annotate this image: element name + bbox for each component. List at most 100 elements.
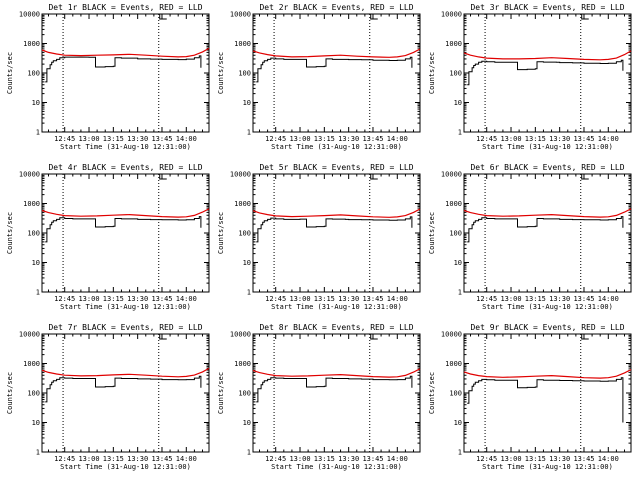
saa-flag-marker <box>159 334 167 340</box>
events-series-line <box>45 375 202 403</box>
y-tick-label: 1000 <box>234 360 251 368</box>
y-tick-label: 10000 <box>441 171 462 179</box>
x-tick-label: 12:45 <box>54 135 75 143</box>
x-axis-label: Start Time (31-Aug-10 12:31:00) <box>60 463 191 471</box>
y-tick-label: 10000 <box>19 171 40 179</box>
y-axis-label: Counts/sec <box>6 372 14 414</box>
events-series-line <box>45 55 202 83</box>
plot-frame <box>463 173 632 293</box>
lld-series-line <box>463 208 632 218</box>
y-axis-label: Counts/sec <box>6 52 14 94</box>
x-tick-label: 14:00 <box>387 135 408 143</box>
y-tick-label: 1000 <box>23 40 40 48</box>
y-tick-label: 10 <box>243 419 251 427</box>
saa-flag-marker <box>581 14 589 20</box>
chart-panel-2: Det 2r BLACK = Events, RED = LLD 1 10 100 10… <box>217 3 421 151</box>
y-tick-label: 10 <box>454 419 462 427</box>
lld-series-line <box>252 208 421 218</box>
x-tick-label: 13:15 <box>103 135 124 143</box>
x-tick-label: 13:45 <box>362 455 383 463</box>
events-series-line <box>45 216 202 243</box>
x-tick-label: 14:00 <box>598 455 619 463</box>
x-tick-label: 12:45 <box>265 295 286 303</box>
y-tick-label: 1 <box>247 289 251 297</box>
saa-flag-marker <box>159 174 167 180</box>
y-tick-label: 10000 <box>19 331 40 339</box>
y-tick-label: 1000 <box>23 200 40 208</box>
x-tick-label: 12:45 <box>476 135 497 143</box>
x-tick-label: 13:15 <box>314 295 335 303</box>
y-tick-label: 1 <box>247 129 251 137</box>
y-tick-label: 1 <box>36 289 40 297</box>
x-tick-label: 13:15 <box>103 295 124 303</box>
y-tick-label: 10 <box>32 99 40 107</box>
chart-panel-7: Det 7r BLACK = Events, RED = LLD 1 10 100 10… <box>6 323 210 471</box>
lld-series-line <box>41 47 210 58</box>
y-tick-label: 100 <box>27 70 40 78</box>
y-tick-label: 100 <box>238 390 251 398</box>
y-axis-label: Counts/sec <box>428 212 436 254</box>
x-tick-label: 13:15 <box>525 295 546 303</box>
x-tick-label: 13:30 <box>338 295 359 303</box>
y-tick-label: 100 <box>238 70 251 78</box>
chart-panel-6: Det 6r BLACK = Events, RED = LLD 1 10 100 10… <box>428 163 632 311</box>
x-tick-label: 13:45 <box>573 295 594 303</box>
x-tick-label: 12:45 <box>265 135 286 143</box>
chart-panel-5: Det 5r BLACK = Events, RED = LLD 1 10 100 10… <box>217 163 421 311</box>
x-axis-label: Start Time (31-Aug-10 12:31:00) <box>482 463 613 471</box>
saa-flag-marker <box>370 14 378 20</box>
x-axis-label: Start Time (31-Aug-10 12:31:00) <box>271 463 402 471</box>
chart-title: Det 9r BLACK = Events, RED = LLD <box>470 323 624 332</box>
y-tick-label: 10 <box>243 259 251 267</box>
y-tick-label: 1000 <box>445 360 462 368</box>
x-tick-label: 12:45 <box>476 295 497 303</box>
lld-series-line <box>41 367 210 378</box>
events-series-line <box>467 377 624 423</box>
x-tick-label: 13:30 <box>338 135 359 143</box>
chart-panel-8: Det 8r BLACK = Events, RED = LLD 1 10 100 10… <box>217 323 421 471</box>
x-tick-label: 13:00 <box>78 295 99 303</box>
y-tick-label: 1 <box>458 129 462 137</box>
y-tick-label: 1000 <box>23 360 40 368</box>
y-axis-label: Counts/sec <box>6 212 14 254</box>
y-tick-label: 100 <box>27 390 40 398</box>
y-axis-label: Counts/sec <box>217 212 225 254</box>
y-tick-label: 100 <box>449 230 462 238</box>
plot-frame <box>252 333 421 453</box>
x-tick-label: 13:15 <box>525 455 546 463</box>
saa-flag-marker <box>159 14 167 20</box>
y-tick-label: 1 <box>36 129 40 137</box>
lld-series-line <box>463 369 632 379</box>
plot-frame <box>463 13 632 133</box>
y-axis-label: Counts/sec <box>217 52 225 94</box>
plot-frame <box>252 13 421 133</box>
x-tick-label: 13:45 <box>362 295 383 303</box>
y-tick-label: 1 <box>458 289 462 297</box>
events-series-line <box>256 56 413 83</box>
events-series-line <box>467 216 624 243</box>
lld-series-line <box>252 48 421 58</box>
chart-panel-1: Det 1r BLACK = Events, RED = LLD 1 10 100 10… <box>6 3 210 151</box>
x-tick-label: 13:30 <box>127 295 148 303</box>
x-tick-label: 14:00 <box>176 135 197 143</box>
y-tick-label: 10 <box>243 99 251 107</box>
chart-title: Det 2r BLACK = Events, RED = LLD <box>259 3 413 12</box>
y-tick-label: 10000 <box>230 11 251 19</box>
y-tick-label: 1000 <box>234 40 251 48</box>
y-tick-label: 10 <box>454 99 462 107</box>
chart-title: Det 3r BLACK = Events, RED = LLD <box>470 3 624 12</box>
plot-frame <box>41 173 210 293</box>
y-tick-label: 1 <box>458 449 462 457</box>
x-tick-label: 13:00 <box>289 455 310 463</box>
x-tick-label: 13:30 <box>127 135 148 143</box>
chart-title: Det 8r BLACK = Events, RED = LLD <box>259 323 413 332</box>
x-tick-label: 14:00 <box>176 455 197 463</box>
x-tick-label: 14:00 <box>387 455 408 463</box>
events-series-line <box>256 216 413 243</box>
x-tick-label: 14:00 <box>387 295 408 303</box>
y-tick-label: 1000 <box>445 200 462 208</box>
saa-flag-marker <box>370 174 378 180</box>
chart-title: Det 5r BLACK = Events, RED = LLD <box>259 163 413 172</box>
x-tick-label: 13:00 <box>78 455 99 463</box>
x-tick-label: 13:00 <box>289 295 310 303</box>
